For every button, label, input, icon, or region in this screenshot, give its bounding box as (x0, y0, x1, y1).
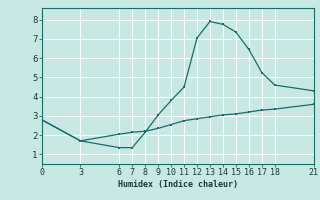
X-axis label: Humidex (Indice chaleur): Humidex (Indice chaleur) (118, 180, 237, 189)
